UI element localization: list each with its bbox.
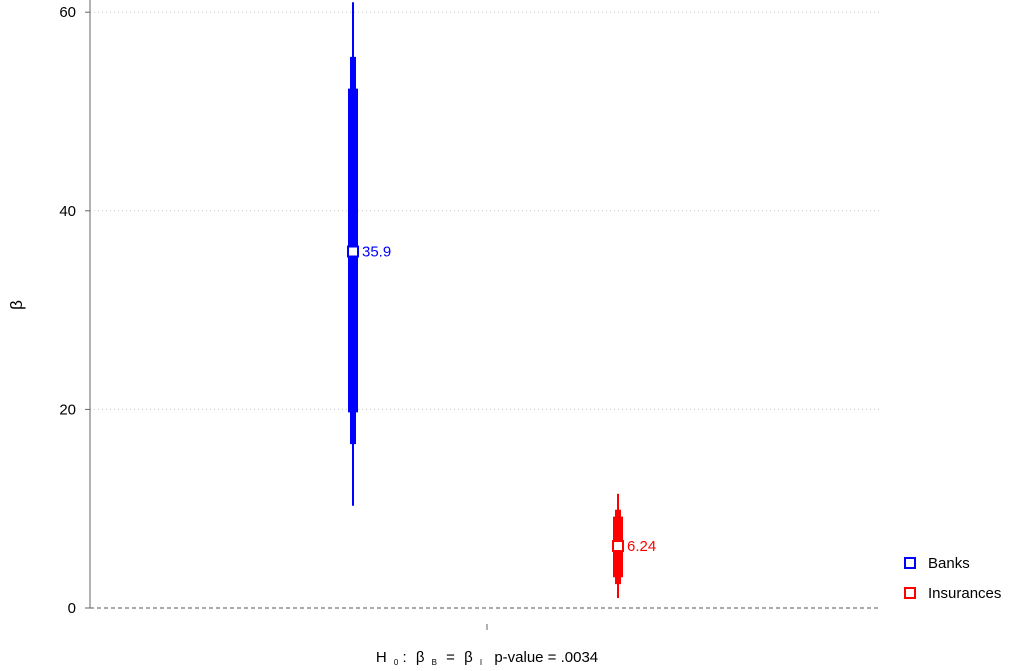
legend-label: Insurances bbox=[928, 585, 1001, 602]
y-tick-label: 20 bbox=[59, 401, 76, 418]
y-tick-label: 60 bbox=[59, 4, 76, 21]
hypothesis-pvalue: p-value = .0034 bbox=[494, 649, 598, 666]
point-estimate-label: 6.24 bbox=[627, 538, 656, 555]
point-estimate-marker bbox=[612, 540, 624, 553]
x-axis-label: H 0 : β B = β I p-value = .0034 bbox=[376, 649, 598, 669]
y-tick-labels: 0 20 40 60 bbox=[59, 4, 76, 617]
legend-swatch bbox=[904, 557, 916, 569]
hypothesis-colon: : bbox=[402, 649, 406, 666]
hypothesis-h: H bbox=[376, 649, 387, 666]
point-estimate-marker bbox=[347, 245, 359, 258]
hypothesis-beta-b: β bbox=[416, 649, 425, 666]
hypothesis-beta-i-sub: I bbox=[480, 658, 482, 667]
series: 35.9 6.24 bbox=[347, 2, 656, 599]
hypothesis-beta-b-sub: B bbox=[432, 658, 437, 667]
y-tick-label: 40 bbox=[59, 203, 76, 220]
hypothesis-h-sub: 0 bbox=[394, 658, 399, 667]
series-banks: 35.9 bbox=[347, 2, 391, 506]
legend-item-insurances: Insurances bbox=[904, 585, 1001, 602]
point-estimate-label: 35.9 bbox=[362, 244, 391, 261]
y-axis bbox=[85, 0, 91, 609]
hypothesis-beta-i: β bbox=[464, 649, 473, 666]
legend-label: Banks bbox=[928, 555, 970, 572]
gridlines bbox=[90, 11, 880, 410]
y-axis-title: β bbox=[7, 300, 26, 310]
hypothesis-equals: = bbox=[446, 649, 455, 666]
legend-swatch bbox=[904, 587, 916, 599]
series-insurances: 6.24 bbox=[612, 493, 656, 599]
y-tick-label: 0 bbox=[68, 600, 76, 617]
legend-item-banks: Banks bbox=[904, 555, 970, 572]
legend: Banks Insurances bbox=[904, 555, 1001, 602]
